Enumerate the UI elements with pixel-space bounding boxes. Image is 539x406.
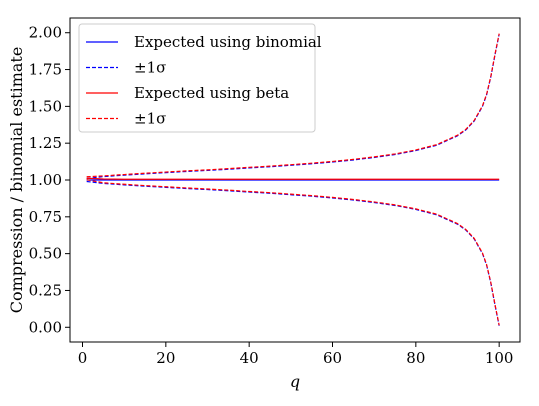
y-tick-label: 1.25 xyxy=(29,134,62,152)
y-axis-label: Compression / binomial estimate xyxy=(7,47,26,314)
y-axis: 0.00 0.25 0.50 0.75 1.00 1.25 1.50 1.75 2.00 xyxy=(29,24,70,336)
series-line-3 xyxy=(86,180,500,326)
y-tick-label: 1.75 xyxy=(29,61,62,79)
legend: Expected using binomial ±1σ Expected using… xyxy=(78,23,322,133)
series-line-5 xyxy=(86,33,500,178)
legend-label: ±1σ xyxy=(134,59,166,77)
y-tick-label: 0.25 xyxy=(29,281,62,299)
legend-label: Expected using binomial xyxy=(134,33,322,51)
x-tick-label: 0 xyxy=(78,349,88,367)
x-axis: 0 20 40 60 80 100 xyxy=(78,342,514,367)
x-tick-label: 60 xyxy=(323,349,342,367)
x-tick-label: 40 xyxy=(240,349,259,367)
y-tick-label: 1.50 xyxy=(29,97,62,115)
y-tick-label: 0.00 xyxy=(29,318,62,336)
x-tick-label: 80 xyxy=(406,349,425,367)
y-tick-label: 0.75 xyxy=(29,208,62,226)
legend-label: ±1σ xyxy=(134,110,166,128)
plot-lines xyxy=(86,33,500,326)
y-tick-label: 0.50 xyxy=(29,245,62,263)
y-tick-label: 1.00 xyxy=(29,171,62,189)
y-tick-label: 2.00 xyxy=(29,24,62,42)
legend-box xyxy=(78,23,316,133)
x-tick-label: 20 xyxy=(156,349,175,367)
legend-label: Expected using beta xyxy=(134,84,289,102)
series-line-4 xyxy=(86,177,500,180)
x-axis-label: q xyxy=(290,372,300,391)
series-line-6 xyxy=(86,179,500,326)
x-tick-label: 100 xyxy=(485,349,514,367)
